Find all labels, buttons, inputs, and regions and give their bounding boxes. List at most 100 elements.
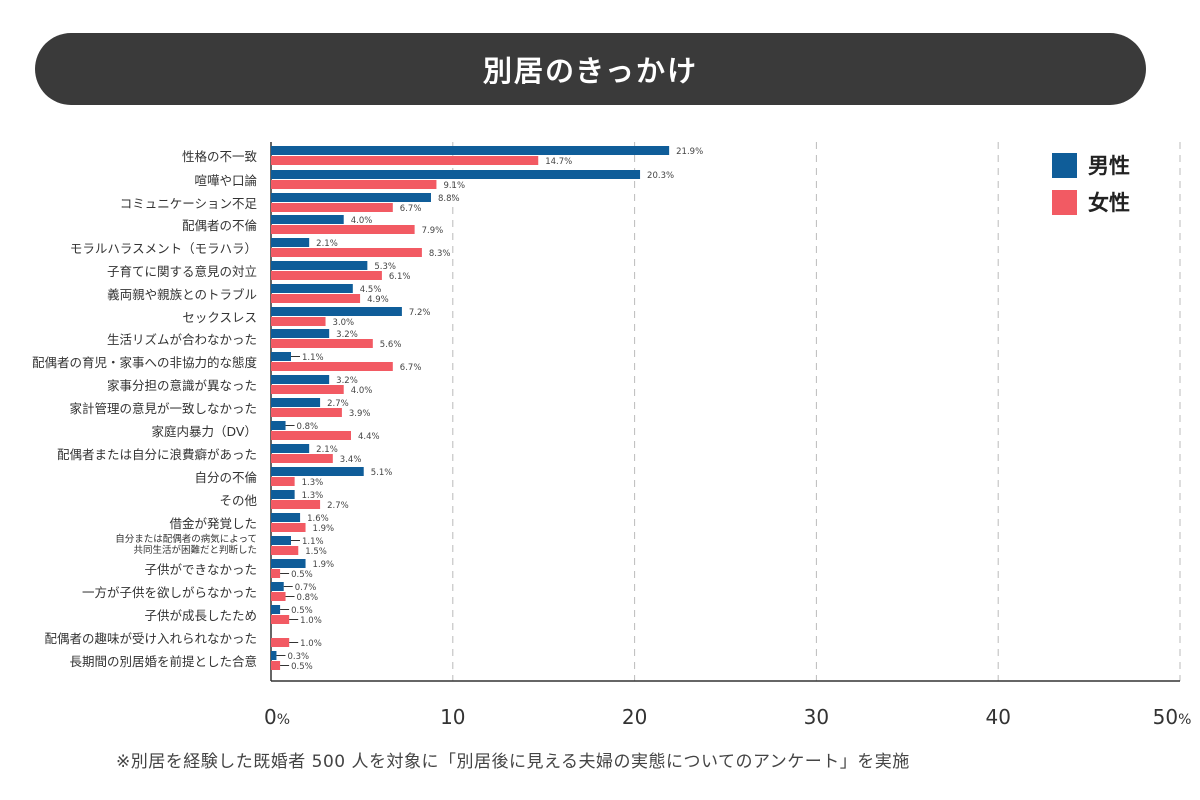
category-label: 長期間の別居婚を前提とした合意: [69, 654, 257, 669]
bar-female: [271, 180, 437, 189]
category-label: 配偶者または自分に浪費癖があった: [57, 447, 257, 462]
bar-female: [271, 203, 393, 212]
category-label: 家事分担の意識が異なった: [107, 378, 257, 393]
category-label: 自分または配偶者の病気によって: [115, 533, 257, 545]
legend-item-female: 女性: [1052, 189, 1162, 215]
value-label: 0.8%: [297, 593, 319, 603]
bar-male: [271, 536, 291, 545]
category-label: モラルハラスメント（モラハラ）: [70, 241, 257, 256]
category-label: 借金が発覚した: [169, 516, 257, 531]
value-label: 1.3%: [302, 478, 324, 488]
category-label: 子育てに関する意見の対立: [107, 264, 257, 279]
x-tick-label: 20: [622, 705, 647, 729]
bar-male: [271, 421, 286, 430]
bar-male: [271, 193, 431, 202]
legend-label-female: 女性: [1088, 191, 1130, 215]
value-label: 3.0%: [333, 318, 355, 328]
bar-female: [271, 362, 393, 371]
bar-female: [271, 248, 422, 257]
value-label: 20.3%: [647, 171, 674, 181]
bar-female: [271, 638, 290, 647]
bar-female: [271, 454, 333, 463]
category-label: 子供ができなかった: [144, 562, 257, 577]
value-label: 2.1%: [316, 445, 338, 455]
value-label: 1.3%: [302, 491, 324, 501]
value-label: 4.4%: [358, 432, 380, 442]
legend-swatch-male: [1052, 152, 1077, 178]
x-tick-label: 10: [440, 705, 465, 729]
bar-male: [271, 513, 301, 522]
bar-female: [271, 661, 281, 670]
bar-female: [271, 339, 373, 348]
x-tick-label: 0%: [264, 705, 290, 729]
bar-female: [271, 385, 344, 394]
legend-item-male: 男性: [1052, 152, 1162, 178]
bar-male: [271, 582, 284, 591]
value-label: 1.1%: [302, 537, 324, 547]
bar-male: [271, 444, 310, 453]
category-label: 配偶者の趣味が受け入れられなかった: [44, 631, 257, 646]
value-label: 5.1%: [371, 468, 393, 478]
x-tick-label: 40: [985, 705, 1010, 729]
value-label: 4.5%: [360, 285, 382, 295]
bar-male: [271, 238, 310, 247]
value-label: 4.9%: [367, 295, 389, 305]
bar-male: [271, 467, 364, 476]
category-label: 一方が子供を欲しがらなかった: [82, 585, 257, 600]
value-label: 4.0%: [351, 386, 373, 396]
value-label: 1.9%: [313, 560, 335, 570]
value-label: 6.7%: [400, 204, 422, 214]
value-label: 9.1%: [443, 181, 465, 191]
category-label: コミュニケーション不足: [120, 196, 258, 211]
bar-female: [271, 477, 295, 486]
bar-male: [271, 352, 291, 361]
bar-female: [271, 156, 539, 165]
title-banner: 別居のきっかけ: [35, 33, 1146, 105]
bar-male: [271, 559, 306, 568]
chart-title: 別居のきっかけ: [483, 54, 698, 88]
value-label: 8.3%: [429, 249, 451, 259]
value-label: 0.5%: [291, 662, 313, 672]
bar-female: [271, 546, 299, 555]
value-label: 8.8%: [438, 194, 460, 204]
value-label: 1.6%: [307, 514, 329, 524]
bar-female: [271, 592, 286, 601]
bar-male: [271, 651, 277, 660]
legend: 男性 女性: [1052, 152, 1162, 226]
bar-female: [271, 408, 342, 417]
bar-male: [271, 329, 330, 338]
bar-female: [271, 569, 281, 578]
value-label: 21.9%: [676, 147, 703, 157]
value-label: 3.2%: [336, 376, 358, 386]
value-label: 5.3%: [374, 262, 396, 272]
value-label: 7.2%: [409, 308, 431, 318]
category-label: 性格の不一致: [182, 149, 258, 164]
bar-female: [271, 615, 290, 624]
value-label: 0.7%: [295, 583, 317, 593]
bar-male: [271, 215, 344, 224]
bar-female: [271, 294, 361, 303]
value-label: 3.4%: [340, 455, 362, 465]
value-label: 0.3%: [287, 652, 309, 662]
category-label: セックスレス: [182, 310, 257, 325]
category-label: 家庭内暴力（DV）: [152, 424, 257, 439]
bar-male: [271, 375, 330, 384]
value-label: 0.8%: [297, 422, 319, 432]
bar-male: [271, 170, 641, 179]
value-label: 6.1%: [389, 272, 411, 282]
category-label: 家計管理の意見が一致しなかった: [69, 401, 257, 416]
category-label: 子供が成長したため: [144, 608, 257, 623]
bar-male: [271, 261, 368, 270]
value-label: 6.7%: [400, 363, 422, 373]
category-label: 義両親や親族とのトラブル: [107, 287, 257, 302]
value-label: 3.9%: [349, 409, 371, 419]
value-label: 1.0%: [300, 639, 322, 649]
value-label: 2.7%: [327, 501, 349, 511]
bar-male: [271, 398, 321, 407]
category-label: 配偶者の育児・家事への非協力的な態度: [32, 355, 258, 370]
category-label: 共同生活が困難だと判断した: [133, 544, 257, 556]
legend-swatch-female: [1052, 189, 1077, 215]
bar-female: [271, 523, 306, 532]
bar-female: [271, 431, 351, 440]
